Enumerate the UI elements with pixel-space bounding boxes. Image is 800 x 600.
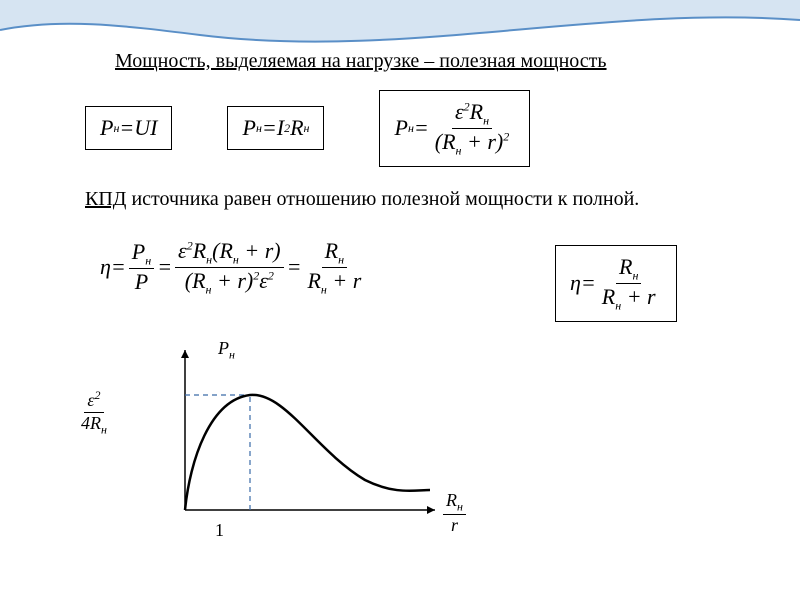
formula-2: Pн = I2Rн — [242, 115, 309, 141]
f1-rhs: UI — [134, 115, 157, 141]
t2-r: r — [265, 238, 274, 263]
t1-P: P — [132, 239, 145, 264]
eta-result-box: η = Rн Rн + r — [555, 245, 677, 322]
eb-den: Rн + r — [599, 284, 659, 313]
eta-t1-den: P — [132, 269, 151, 295]
heading-kpd: КПД источника равен отношению полезной м… — [85, 188, 639, 211]
f2-I: I — [277, 115, 284, 141]
f3-frac: ε2Rн (Rн + r)2 — [432, 99, 512, 158]
f3-den-sup: 2 — [503, 129, 509, 143]
t3d-plus: + — [327, 268, 353, 293]
t2d-lp: ( — [185, 268, 192, 293]
formula-row: Pн = UI Pн = I2Rн Pн = ε2Rн (Rн + r)2 — [85, 90, 530, 167]
t2d-eps-sup: 2 — [268, 268, 274, 282]
eta-t3: Rн Rн + r — [304, 238, 364, 297]
yl-4: 4 — [81, 413, 90, 433]
t2d-r: r — [237, 268, 246, 293]
eta-sym: η — [100, 254, 111, 280]
f3-plus: + — [461, 129, 487, 154]
f3-num: ε2Rн — [452, 99, 492, 129]
eta-eq2: = — [157, 254, 172, 280]
eta-t1-num: Pн — [129, 239, 154, 269]
t3-Rsub: н — [338, 252, 344, 266]
f2-P: P — [242, 115, 255, 141]
heading-useful-power: Мощность, выделяемая на нагрузке – полез… — [115, 50, 607, 73]
f3-den: (Rн + r)2 — [432, 129, 512, 158]
f2-R: R — [290, 115, 303, 141]
t2-eps: ε — [178, 238, 187, 263]
eta-t3-num: Rн — [322, 238, 347, 268]
f3-den-R: R — [442, 129, 455, 154]
power-curve-chart — [135, 340, 465, 560]
xl-Rsub: н — [457, 500, 463, 514]
t2d-eps: ε — [259, 268, 268, 293]
t2-R: R — [193, 238, 206, 263]
f1-eq: = — [119, 115, 134, 141]
chart-svg — [135, 340, 455, 540]
eb-eq: = — [581, 270, 596, 296]
eb-num: Rн — [616, 254, 641, 284]
f2-eq: = — [262, 115, 277, 141]
formula-3: Pн = ε2Rн (Rн + r)2 — [394, 99, 515, 158]
formula-box-3: Pн = ε2Rн (Rн + r)2 — [379, 90, 530, 167]
yl-eps: ε — [87, 390, 94, 410]
tl-P: P — [218, 338, 229, 358]
eta-formula: η = Pн P = ε2Rн(Rн + r) (Rн + r)2ε2 = Rн… — [100, 238, 367, 297]
ebd-R: R — [602, 284, 615, 309]
swoosh-fill — [0, 0, 800, 42]
t2d-R: R — [192, 268, 205, 293]
t1-sub: н — [145, 254, 151, 268]
ebd-r: r — [647, 284, 656, 309]
formula-box-2: Pн = I2Rн — [227, 106, 324, 150]
yl-sup: 2 — [95, 388, 101, 402]
t3d-R: R — [307, 268, 320, 293]
t3d-r: r — [353, 268, 362, 293]
t1-den-P: P — [135, 269, 148, 294]
eta-result: η = Rн Rн + r — [570, 254, 662, 313]
t2-R2: R — [219, 238, 232, 263]
f3-eps: ε — [455, 99, 464, 124]
chart-top-label: Pн — [218, 338, 235, 363]
eta-derivation: η = Pн P = ε2Rн(Rн + r) (Rн + r)2ε2 = Rн… — [100, 238, 367, 297]
chart-y-label: ε2 4Rн — [75, 388, 113, 437]
kpd-rest: источника равен отношению полезной мощно… — [126, 188, 639, 210]
f3-lp: ( — [435, 129, 442, 154]
eta-result-box-wrap: η = Rн Rн + r — [555, 245, 677, 322]
xl-r: r — [451, 515, 458, 535]
f3-eq: = — [414, 115, 429, 141]
yl-Rsub: н — [101, 422, 107, 436]
t3-R: R — [325, 238, 338, 263]
eta-eq3: = — [287, 254, 302, 280]
f3-r: r — [487, 129, 496, 154]
eta-t1: Pн P — [129, 239, 154, 295]
t2-rp: ) — [273, 238, 280, 263]
formula-1: Pн = UI — [100, 115, 157, 141]
f1-P: P — [100, 115, 113, 141]
eb-Rsub: н — [632, 268, 638, 282]
t2-plus: + — [239, 238, 265, 263]
eta-t2-num: ε2Rн(Rн + r) — [175, 238, 284, 268]
yl-R: R — [90, 413, 101, 433]
eta-t2-den: (Rн + r)2ε2 — [182, 268, 277, 297]
f3-num-R: R — [470, 99, 483, 124]
eta-eq1: = — [111, 254, 126, 280]
t2d-plus: + — [211, 268, 237, 293]
f3-num-Rsub: н — [483, 113, 489, 127]
eb-R: R — [619, 254, 632, 279]
eta-t3-den: Rн + r — [304, 268, 364, 297]
f3-P: P — [394, 115, 407, 141]
ebd-plus: + — [621, 284, 647, 309]
xl-R: R — [446, 490, 457, 510]
f2-Rsub: н — [304, 121, 310, 136]
eta-t2: ε2Rн(Rн + r) (Rн + r)2ε2 — [175, 238, 284, 297]
chart-x-tick-1: 1 — [215, 520, 224, 541]
eb-frac: Rн Rн + r — [599, 254, 659, 313]
eb-eta: η — [570, 270, 581, 296]
tl-sub: н — [229, 348, 235, 362]
kpd-underline: КПД — [85, 188, 126, 210]
formula-box-1: Pн = UI — [85, 106, 172, 150]
chart-x-label: Rн r — [440, 490, 469, 537]
